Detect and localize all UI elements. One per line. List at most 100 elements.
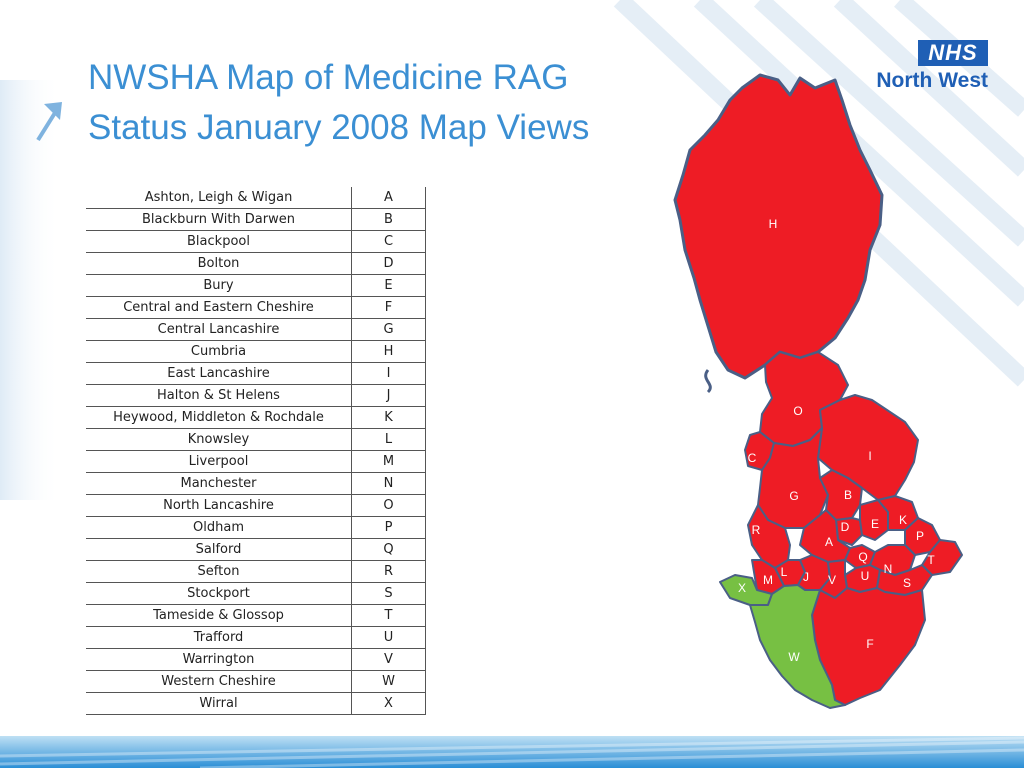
region-label-k: K	[899, 513, 907, 527]
legend-area-code: I	[351, 362, 426, 385]
legend-area-name: East Lancashire	[86, 362, 352, 385]
legend-area-name: Sefton	[86, 560, 352, 583]
region-label-r: R	[752, 523, 761, 537]
legend-row: Halton & St Helens J	[86, 384, 426, 407]
legend-row: Heywood, Middleton & Rochdale K	[86, 406, 426, 429]
legend-row: Cumbria H	[86, 340, 426, 363]
legend-area-name: Blackburn With Darwen	[86, 208, 352, 231]
legend-area-code: M	[351, 450, 426, 473]
region-western-cheshire	[749, 584, 846, 709]
legend-area-name: Liverpool	[86, 450, 352, 473]
legend-area-name: Tameside & Glossop	[86, 604, 352, 627]
legend-area-name: Blackpool	[86, 230, 352, 253]
legend-area-name: Western Cheshire	[86, 670, 352, 693]
region-label-f: F	[866, 637, 873, 651]
legend-row: Wirral X	[86, 692, 426, 715]
legend-area-name: Warrington	[86, 648, 352, 671]
legend-area-code: U	[351, 626, 426, 649]
legend-area-code: N	[351, 472, 426, 495]
legend-row: Knowsley L	[86, 428, 426, 451]
legend-area-code: Q	[351, 538, 426, 561]
region-label-a: A	[825, 535, 833, 549]
legend-row: Blackpool C	[86, 230, 426, 253]
legend-row: North Lancashire O	[86, 494, 426, 517]
region-label-c: C	[748, 451, 757, 465]
legend-area-name: Stockport	[86, 582, 352, 605]
region-label-u: U	[861, 569, 870, 583]
legend-area-name: Trafford	[86, 626, 352, 649]
region-label-h: H	[769, 217, 778, 231]
coastline-inlet	[704, 369, 712, 394]
nhs-logo-subtitle: North West	[876, 69, 988, 92]
legend-area-code: O	[351, 494, 426, 517]
legend-area-code: L	[351, 428, 426, 451]
legend-area-code: C	[351, 230, 426, 253]
region-label-j: J	[803, 570, 809, 584]
legend-row: Oldham P	[86, 516, 426, 539]
legend-row: Ashton, Leigh & Wigan A	[86, 187, 426, 209]
region-label-g: G	[789, 489, 798, 503]
legend-area-name: Heywood, Middleton & Rochdale	[86, 406, 352, 429]
region-label-s: S	[903, 576, 911, 590]
legend-area-code: B	[351, 208, 426, 231]
legend-row: Liverpool M	[86, 450, 426, 473]
region-label-x: X	[738, 581, 746, 595]
legend-area-code: S	[351, 582, 426, 605]
legend-row: Manchester N	[86, 472, 426, 495]
region-label-v: V	[828, 573, 836, 587]
legend-area-name: Ashton, Leigh & Wigan	[86, 187, 352, 209]
region-label-o: O	[793, 404, 802, 418]
legend-row: Western Cheshire W	[86, 670, 426, 693]
legend-row: Stockport S	[86, 582, 426, 605]
legend-row: Tameside & Glossop T	[86, 604, 426, 627]
nhs-logo-box: NHS	[918, 40, 988, 66]
region-label-w: W	[788, 650, 800, 664]
bottom-decoration	[0, 736, 1024, 768]
legend-area-code: P	[351, 516, 426, 539]
page-title-line-2: Status January 2008 Map Views	[88, 108, 590, 147]
legend-area-code: A	[351, 187, 426, 209]
legend-area-name: Oldham	[86, 516, 352, 539]
legend-area-name: Bolton	[86, 252, 352, 275]
region-label-b: B	[844, 488, 852, 502]
legend-area-name: Halton & St Helens	[86, 384, 352, 407]
legend-row: Central and Eastern Cheshire F	[86, 296, 426, 319]
legend-area-name: Knowsley	[86, 428, 352, 451]
legend-table: Ashton, Leigh & Wigan A Blackburn With Dar…	[86, 187, 426, 715]
region-label-e: E	[871, 517, 879, 531]
legend-area-code: T	[351, 604, 426, 627]
legend-area-code: X	[351, 692, 426, 715]
region-label-d: D	[841, 520, 850, 534]
legend-area-code: E	[351, 274, 426, 297]
legend-area-name: Central Lancashire	[86, 318, 352, 341]
legend-area-name: Wirral	[86, 692, 352, 715]
region-label-m: M	[763, 573, 773, 587]
legend-row: Bolton D	[86, 252, 426, 275]
legend-area-code: K	[351, 406, 426, 429]
legend-row: Bury E	[86, 274, 426, 297]
region-label-i: I	[868, 449, 871, 463]
nhs-north-west-logo: NHS North West	[862, 40, 988, 96]
page-title-line-1: NWSHA Map of Medicine RAG	[88, 58, 569, 97]
region-label-p: P	[916, 529, 924, 543]
legend-area-name: North Lancashire	[86, 494, 352, 517]
region-label-t: T	[927, 553, 935, 567]
region-blackburn-with-darwen	[819, 469, 863, 521]
legend-area-code: V	[351, 648, 426, 671]
region-label-n: N	[884, 562, 893, 576]
legend-area-code: H	[351, 340, 426, 363]
region-label-l: L	[781, 565, 788, 579]
legend-row: Blackburn With Darwen B	[86, 208, 426, 231]
legend-area-code: J	[351, 384, 426, 407]
legend-area-code: G	[351, 318, 426, 341]
legend-area-name: Central and Eastern Cheshire	[86, 296, 352, 319]
legend-area-code: R	[351, 560, 426, 583]
legend-area-name: Manchester	[86, 472, 352, 495]
legend-area-name: Salford	[86, 538, 352, 561]
legend-row: Sefton R	[86, 560, 426, 583]
legend-row: Central Lancashire G	[86, 318, 426, 341]
legend-row: Trafford U	[86, 626, 426, 649]
